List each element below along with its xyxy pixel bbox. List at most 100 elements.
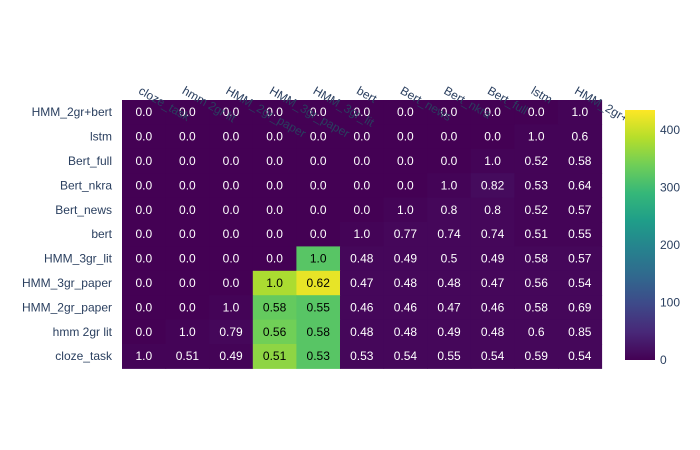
cell-annotation: 0.0	[223, 130, 240, 144]
cell-annotation: 0.54	[568, 276, 592, 290]
y-tick-label: HMM_2gr_paper	[22, 300, 112, 314]
cell-annotation: 0.0	[441, 154, 458, 168]
cell-annotation: 0.55	[307, 300, 331, 314]
cell-annotation: 0.54	[394, 349, 418, 363]
cell-annotation: 0.49	[481, 252, 505, 266]
cell-annotation: 0.74	[481, 227, 505, 241]
cell-annotation: 0.0	[441, 105, 458, 119]
heatmap-cell	[165, 222, 210, 247]
heatmap-cell	[252, 344, 297, 369]
y-tick-label: Bert_news	[55, 203, 112, 217]
heatmap-cell	[296, 246, 341, 272]
heatmap-cell	[252, 222, 297, 247]
cell-annotation: 0.0	[353, 105, 370, 119]
heatmap-cell	[558, 270, 603, 296]
heatmap-cell	[558, 319, 603, 345]
heatmap-cell	[165, 100, 210, 125]
heatmap-cell	[209, 148, 254, 174]
heatmap-cell	[470, 270, 515, 296]
heatmap-cell	[296, 344, 341, 369]
heatmap-cell	[383, 173, 428, 199]
heatmap-cell	[383, 295, 428, 321]
colorbar-ticks: 0 100 200 300 400	[660, 123, 680, 367]
cell-annotation: 0.55	[437, 349, 461, 363]
heatmap-cell	[427, 222, 472, 247]
heatmap-cell	[470, 246, 515, 272]
colorbar-tick-label: 0	[660, 353, 667, 367]
heatmap-cell	[252, 295, 297, 321]
heatmap-cell	[427, 124, 472, 150]
cell-annotation: 1.0	[310, 252, 327, 266]
heatmap-cell	[383, 148, 428, 174]
cell-annotation: 0.0	[310, 227, 327, 241]
heatmap-cell	[340, 222, 385, 247]
heatmap-cell	[340, 246, 385, 272]
heatmap-cell	[427, 295, 472, 321]
heatmap-cell	[296, 124, 341, 150]
heatmap-cell	[383, 124, 428, 150]
cell-annotation: 0.56	[525, 276, 549, 290]
cell-annotation: 0.0	[397, 105, 414, 119]
cell-annotation: 0.46	[481, 300, 505, 314]
heatmap-cell	[252, 148, 297, 174]
cell-annotation: 0.0	[223, 154, 240, 168]
heatmap-cell	[209, 319, 254, 345]
cell-annotation: 0.8	[484, 203, 501, 217]
colorbar-tick-label: 300	[660, 181, 680, 195]
heatmap-cell	[383, 319, 428, 345]
cell-annotation: 0.48	[350, 252, 374, 266]
heatmap-cell	[209, 197, 254, 223]
heatmap-cell	[427, 148, 472, 174]
cell-annotation: 0.0	[135, 105, 152, 119]
cell-annotation: 0.0	[135, 325, 152, 339]
cell-annotation: 0.47	[350, 276, 374, 290]
heatmap-cell	[296, 222, 341, 247]
y-tick-label: hmm 2gr lit	[53, 325, 113, 339]
cell-annotation: 0.48	[394, 325, 418, 339]
cell-annotation: 0.53	[350, 349, 374, 363]
cell-annotation: 1.0	[571, 105, 588, 119]
heatmap-cell	[209, 173, 254, 199]
heatmap-cell	[427, 197, 472, 223]
cell-annotation: 0.53	[307, 349, 331, 363]
cell-annotation: 0.0	[135, 227, 152, 241]
cell-annotation: 0.49	[394, 252, 418, 266]
heatmap-cell	[296, 295, 341, 321]
heatmap-cell	[514, 197, 559, 223]
heatmap-cell	[558, 100, 603, 125]
heatmap-cell	[296, 197, 341, 223]
cell-annotation: 1.0	[135, 349, 152, 363]
cell-annotation: 0.53	[525, 178, 549, 192]
cell-annotation: 0.0	[223, 105, 240, 119]
heatmap-cell	[122, 124, 167, 150]
cell-annotation: 0.0	[353, 203, 370, 217]
cell-annotation: 0.0	[179, 154, 196, 168]
cell-annotation: 0.0	[353, 130, 370, 144]
heatmap-cells: 0.0 0.0 0.0 0.0 0.0 0.0 0.0 0.0 0.0 0.0 1.0 0.0 0.0 0…	[122, 100, 603, 369]
heatmap-cell	[252, 124, 297, 150]
heatmap-cell	[427, 100, 472, 125]
cell-annotation: 0.0	[353, 178, 370, 192]
heatmap-cell	[470, 100, 515, 125]
heatmap-cell	[427, 344, 472, 369]
heatmap-cell	[514, 222, 559, 247]
cell-annotation: 0.58	[307, 325, 331, 339]
heatmap-cell	[340, 344, 385, 369]
cell-annotation: 0.0	[310, 203, 327, 217]
heatmap-cell	[252, 319, 297, 345]
heatmap-cell	[209, 270, 254, 296]
cell-annotation: 0.0	[135, 300, 152, 314]
heatmap-cell	[209, 295, 254, 321]
cell-annotation: 0.0	[135, 252, 152, 266]
cell-annotation: 0.0	[135, 154, 152, 168]
cell-annotation: 0.0	[484, 105, 501, 119]
heatmap-cell	[514, 270, 559, 296]
y-tick-label: bert	[91, 227, 112, 241]
cell-annotation: 0.49	[437, 325, 461, 339]
heatmap-cell	[427, 173, 472, 199]
cell-annotation: 0.5	[441, 252, 458, 266]
cell-annotation: 0.58	[525, 252, 549, 266]
cell-annotation: 0.47	[437, 300, 461, 314]
cell-annotation: 0.0	[441, 130, 458, 144]
cell-annotation: 0.48	[394, 276, 418, 290]
